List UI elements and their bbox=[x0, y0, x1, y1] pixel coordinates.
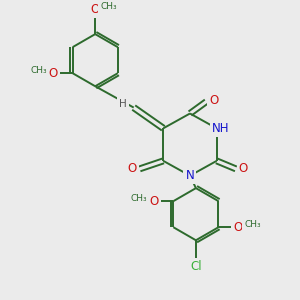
Text: N: N bbox=[186, 169, 194, 182]
Text: O: O bbox=[239, 162, 248, 176]
Text: O: O bbox=[128, 162, 137, 176]
Text: CH₃: CH₃ bbox=[244, 220, 261, 230]
Text: H: H bbox=[119, 99, 127, 109]
Text: Cl: Cl bbox=[190, 260, 202, 273]
Text: O: O bbox=[209, 94, 218, 107]
Text: O: O bbox=[149, 195, 159, 208]
Text: O: O bbox=[49, 67, 58, 80]
Text: CH₃: CH₃ bbox=[100, 2, 117, 11]
Text: O: O bbox=[91, 3, 100, 16]
Text: O: O bbox=[233, 221, 242, 234]
Text: NH: NH bbox=[212, 122, 230, 135]
Text: CH₃: CH₃ bbox=[131, 194, 148, 203]
Text: CH₃: CH₃ bbox=[30, 66, 47, 75]
